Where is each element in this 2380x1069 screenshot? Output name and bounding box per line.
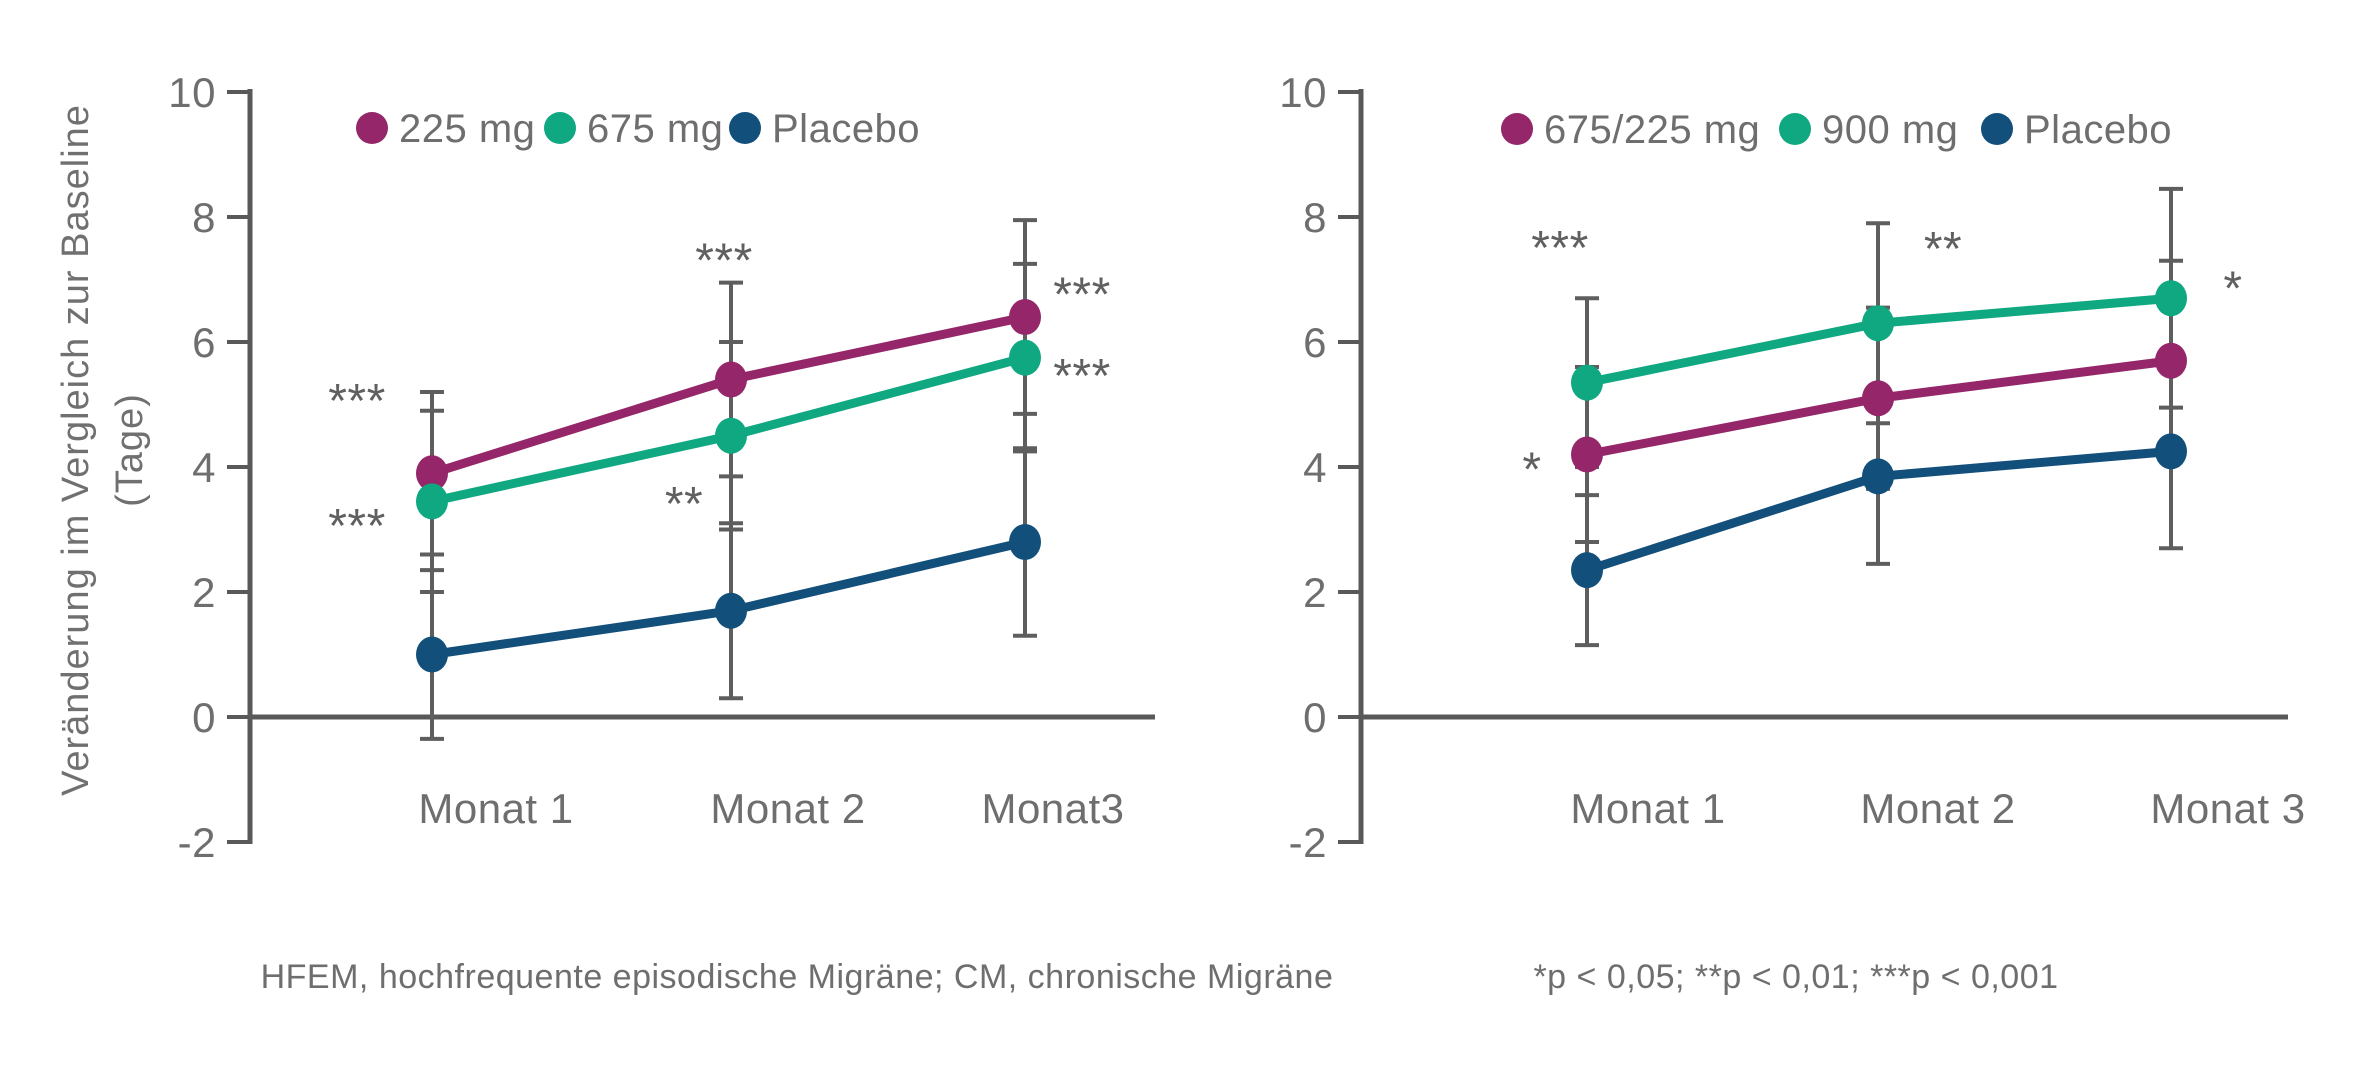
data-point [715, 417, 747, 454]
x-category-label: Monat 1 [1570, 785, 1725, 832]
significance-star: *** [1053, 350, 1111, 403]
legend-label: 225 mg [399, 107, 535, 151]
significance-star: *** [1531, 222, 1589, 275]
data-point [715, 361, 747, 398]
data-point [416, 636, 448, 673]
significance-star: ** [1924, 223, 1962, 276]
y-tick-label: -2 [178, 819, 216, 866]
data-point [2155, 342, 2187, 379]
data-point [2155, 280, 2187, 317]
y-axis-title: Veränderung im Vergleich zur Baseline [55, 104, 97, 796]
significance-star: * [2223, 262, 2242, 315]
chart-hfem: 10 8 6 4 2 0 -2 225 mg 675 mg Placebo Monat 1 Monat… [55, 69, 1333, 996]
data-point [715, 592, 747, 629]
y-tick-label: 0 [192, 694, 216, 741]
significance-star: * [1522, 444, 1541, 497]
y-tick-label: 0 [1303, 694, 1327, 741]
legend-dot [1981, 113, 2013, 145]
y-tick-label: -2 [1289, 819, 1327, 866]
data-point [1862, 305, 1894, 342]
data-point [1862, 380, 1894, 417]
legend-label: 675 mg [587, 107, 723, 151]
y-tick-label: 8 [192, 194, 216, 241]
data-point [1009, 299, 1041, 335]
data-point [2155, 433, 2187, 470]
data-point [1009, 524, 1041, 560]
y-tick-label: 6 [1303, 319, 1327, 366]
x-category-label: Monat 2 [710, 785, 865, 832]
y-axis-title-unit: (Tage) [109, 393, 151, 507]
y-tick-label: 10 [168, 69, 216, 116]
data-point [1009, 339, 1041, 376]
significance-star: ** [665, 478, 703, 531]
legend-dot [544, 112, 576, 144]
data-point [416, 483, 448, 520]
data-point [1571, 436, 1603, 473]
footnote: *p < 0,05; **p < 0,01; ***p < 0,001 [1533, 958, 2058, 996]
legend-dot [1779, 113, 1811, 145]
legend-dot [1501, 113, 1533, 145]
data-point [416, 455, 448, 492]
x-category-label: Monat3 [981, 785, 1124, 832]
legend-label: 900 mg [1822, 108, 1958, 152]
x-category-label: Monat 1 [418, 785, 573, 832]
y-tick-label: 4 [192, 444, 216, 491]
y-tick-label: 2 [1303, 569, 1327, 616]
data-point [1862, 458, 1894, 495]
legend-dot [356, 112, 388, 144]
chart-cm: 10 8 6 4 2 0 -2 675/225 mg 900 mg Placebo Monat 1 M… [1279, 69, 2305, 996]
x-category-label: Monat 2 [1860, 785, 2015, 832]
legend-label: Placebo [2024, 108, 2172, 152]
significance-star: *** [328, 500, 386, 553]
data-point [1571, 364, 1603, 401]
significance-star: *** [695, 234, 753, 287]
significance-star: *** [1053, 269, 1111, 322]
y-tick-label: 4 [1303, 444, 1327, 491]
y-tick-label: 8 [1303, 194, 1327, 241]
x-category-label: Monat 3 [2150, 785, 2305, 832]
y-tick-label: 10 [1279, 69, 1327, 116]
y-tick-label: 2 [192, 569, 216, 616]
legend-dot [729, 112, 761, 144]
legend-label: Placebo [772, 107, 920, 151]
data-point [1571, 552, 1603, 589]
significance-star: *** [328, 375, 386, 428]
legend-label: 675/225 mg [1544, 108, 1760, 152]
footnote: HFEM, hochfrequente episodische Migräne;… [261, 958, 1334, 996]
y-tick-label: 6 [192, 319, 216, 366]
